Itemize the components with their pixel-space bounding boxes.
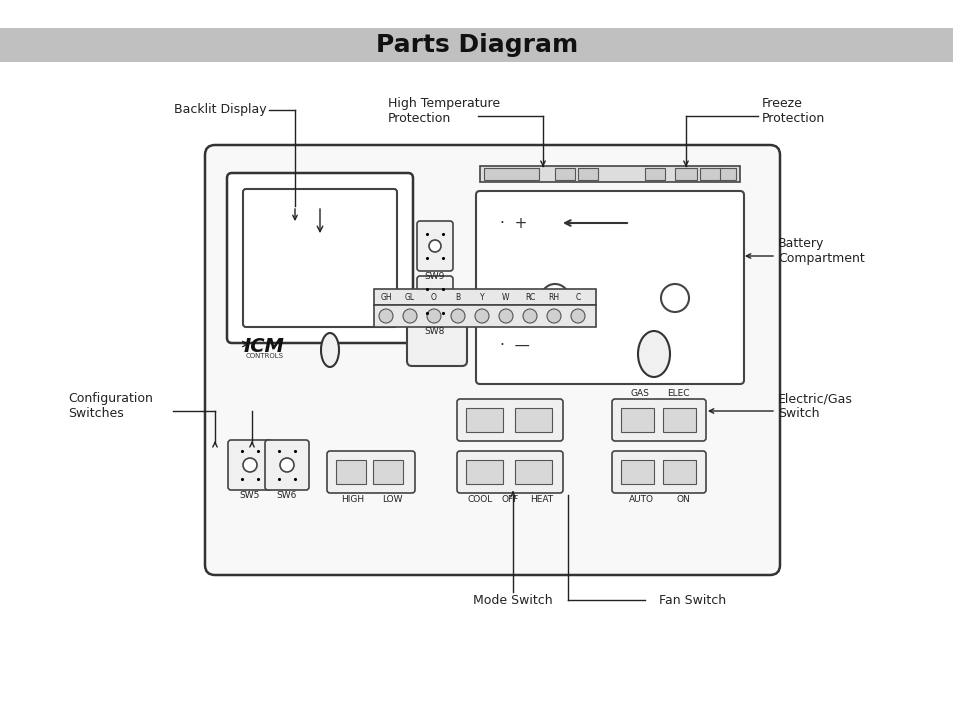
Circle shape [498,309,513,323]
Text: Fan Switch: Fan Switch [659,594,726,606]
Bar [662,408,696,432]
Text: LOW: LOW [381,495,402,504]
Bar [644,168,664,180]
Bar [479,166,740,182]
Text: W: W [501,293,509,301]
Text: SW6: SW6 [276,491,297,500]
Text: GH: GH [380,293,392,301]
Text: HEAT: HEAT [530,495,553,504]
Text: Parts Diagram: Parts Diagram [375,33,578,57]
Circle shape [451,309,464,323]
Circle shape [546,309,560,323]
Bar [578,168,598,180]
Circle shape [429,295,440,307]
Text: B: B [455,293,460,301]
Bar [515,460,552,484]
Bar [700,168,721,180]
Circle shape [660,284,688,312]
Circle shape [540,284,568,312]
Bar [335,460,366,484]
FancyBboxPatch shape [416,221,453,271]
Ellipse shape [320,333,338,367]
Circle shape [243,458,256,472]
FancyBboxPatch shape [327,451,415,493]
Text: SW9: SW9 [424,272,445,281]
Text: O: O [431,293,436,301]
Bar [373,460,402,484]
Text: HIGH: HIGH [341,495,364,504]
Bar [675,168,697,180]
Text: ELEC: ELEC [666,389,689,398]
Bar [0,28,953,62]
FancyBboxPatch shape [228,440,272,490]
FancyBboxPatch shape [456,399,562,441]
Text: ·  —: · — [499,337,529,352]
FancyBboxPatch shape [612,451,705,493]
Circle shape [378,309,393,323]
Ellipse shape [638,331,669,377]
Bar [374,305,596,327]
Bar [720,168,735,180]
Text: Switches: Switches [68,407,124,420]
Text: Compartment: Compartment [778,252,863,265]
Text: ·  +: · + [499,216,527,231]
Text: Mode Switch: Mode Switch [473,594,552,606]
Bar [620,408,654,432]
Circle shape [402,309,416,323]
FancyBboxPatch shape [612,399,705,441]
Text: COOL: COOL [467,495,492,504]
Text: Configuration: Configuration [68,392,152,405]
Circle shape [475,309,489,323]
Circle shape [280,458,294,472]
Text: Protection: Protection [388,112,451,125]
FancyBboxPatch shape [205,145,780,575]
FancyBboxPatch shape [416,276,453,326]
FancyBboxPatch shape [476,191,743,384]
Text: Backlit Display: Backlit Display [174,104,267,117]
Text: Battery: Battery [778,237,823,250]
FancyBboxPatch shape [265,440,309,490]
Text: SW5: SW5 [239,491,260,500]
Circle shape [522,309,537,323]
Text: Y: Y [479,293,484,301]
FancyBboxPatch shape [407,306,467,366]
Text: Protection: Protection [761,112,824,125]
Text: RC: RC [524,293,535,301]
Text: Switch: Switch [778,407,819,420]
Bar [555,168,575,180]
Bar [374,289,596,305]
Bar [483,168,538,180]
Circle shape [429,240,440,252]
Circle shape [427,309,440,323]
Text: ON: ON [676,495,690,504]
FancyBboxPatch shape [243,189,396,327]
Text: AUTO: AUTO [628,495,653,504]
Bar [662,460,696,484]
Circle shape [571,309,584,323]
FancyBboxPatch shape [227,173,413,343]
Bar [465,408,502,432]
Text: GAS: GAS [630,389,648,398]
Bar [620,460,654,484]
Text: ICM: ICM [244,337,285,356]
Bar [465,460,502,484]
Text: RH: RH [548,293,559,301]
FancyBboxPatch shape [456,451,562,493]
Text: CONTROLS: CONTROLS [246,353,284,359]
Text: C: C [575,293,580,301]
Text: GL: GL [404,293,415,301]
Text: Electric/Gas: Electric/Gas [778,392,852,405]
Text: High Temperature: High Temperature [388,97,499,110]
Text: OFF: OFF [501,495,518,504]
Text: SW8: SW8 [424,327,445,336]
Bar [515,408,552,432]
Text: Freeze: Freeze [761,97,802,110]
